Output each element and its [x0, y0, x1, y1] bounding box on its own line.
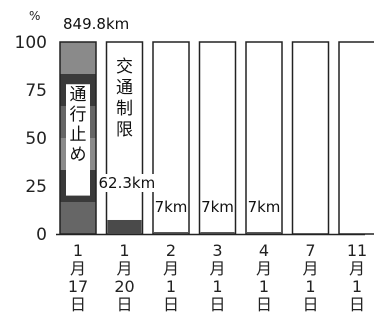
category-label-3-line: 1	[166, 277, 176, 296]
bar-1-mosaic-cell	[60, 202, 73, 219]
bar-7-outline	[338, 41, 374, 235]
bar-5-fill	[247, 232, 281, 234]
category-label-6-line: 7	[305, 241, 315, 260]
annotation-restricted-char: 交	[116, 57, 133, 77]
annotation-restricted-char: 制	[116, 99, 133, 119]
bar-1-mosaic-cell	[84, 42, 97, 59]
bar-1-mosaic-cell	[72, 218, 85, 235]
bar-1-outline	[59, 41, 97, 235]
annotation-closed-char: 止	[70, 125, 87, 145]
category-label-5-line: 月	[256, 259, 272, 278]
bar-2	[105, 41, 144, 235]
bar-1-mosaic-cell	[60, 218, 73, 235]
category-label-4-line: 3	[212, 241, 222, 260]
bar-2-fill	[107, 219, 142, 234]
data-label-1: 849.8km	[63, 15, 129, 33]
bar-6	[291, 41, 330, 235]
category-label-6-line: 1	[305, 277, 315, 296]
data-label-3: 7km	[155, 198, 188, 216]
bar-1-mosaic-cell	[72, 58, 85, 75]
category-label-2-line: 20	[114, 277, 134, 296]
category-label-7-line: 11	[347, 241, 367, 260]
category-label-2-line: 月	[116, 259, 132, 278]
category-label-1-line: 日	[70, 295, 86, 314]
bar-4-fill	[200, 232, 235, 234]
annotation-restricted-char: 限	[116, 120, 133, 140]
bar-1-mosaic-cell	[60, 42, 73, 59]
bar-1-mosaic-cell	[72, 202, 85, 219]
category-label-5-line: 1	[259, 277, 269, 296]
category-label-1-line: 1	[73, 241, 83, 260]
data-label-5-backdrop	[247, 198, 281, 216]
bar-1-mosaic-cell	[84, 202, 97, 219]
category-label-3-line: 月	[163, 259, 179, 278]
annotation-closed-char: 通	[70, 85, 87, 105]
data-label-5: 7km	[248, 198, 281, 216]
annotation-restricted-char: 通	[116, 78, 133, 98]
data-label-2-backdrop	[97, 174, 156, 192]
category-label-5-line: 4	[259, 241, 269, 260]
bar-1-mosaic-cell	[72, 42, 85, 59]
category-label-7-line: 1	[352, 277, 362, 296]
category-label-4-line: 月	[209, 259, 225, 278]
y-axis-unit-label: %	[29, 9, 40, 23]
bar-7	[338, 41, 374, 235]
bar-1-annotation-box	[66, 84, 90, 196]
category-label-4-line: 1	[212, 277, 222, 296]
bar-1-mosaic-cell	[84, 58, 97, 75]
data-label-3-backdrop	[154, 198, 188, 216]
data-label-2: 62.3km	[99, 174, 156, 192]
category-label-3-line: 日	[163, 295, 179, 314]
category-label-3-line: 2	[166, 241, 176, 260]
data-label-4: 7km	[201, 198, 234, 216]
category-label-1-line: 17	[68, 277, 88, 296]
category-label-7-line: 日	[349, 295, 365, 314]
y-tick-label-25: 25	[25, 177, 47, 197]
category-label-2-line: 1	[119, 241, 129, 260]
bar-1-mosaic-cell	[84, 218, 97, 235]
y-tick-label-50: 50	[25, 129, 47, 149]
bar-1	[59, 41, 97, 235]
category-label-1-line: 月	[70, 259, 86, 278]
y-tick-label-100: 100	[15, 33, 47, 53]
annotation-closed-char: 行	[70, 105, 87, 125]
bar-3-fill	[154, 232, 188, 234]
category-label-5-line: 日	[256, 295, 272, 314]
y-tick-label-0: 0	[36, 225, 47, 245]
bar-6-outline	[291, 41, 330, 235]
category-label-4-line: 日	[209, 295, 225, 314]
bar-1-mosaic-cell	[60, 58, 73, 75]
category-label-2-line: 日	[116, 295, 132, 314]
data-label-4-backdrop	[200, 198, 235, 216]
annotation-closed-char: め	[70, 145, 87, 165]
category-label-7-line: 月	[349, 259, 365, 278]
bar-2-outline	[105, 41, 144, 235]
category-label-6-line: 日	[302, 295, 318, 314]
category-label-6-line: 月	[302, 259, 318, 278]
y-tick-label-75: 75	[25, 81, 47, 101]
